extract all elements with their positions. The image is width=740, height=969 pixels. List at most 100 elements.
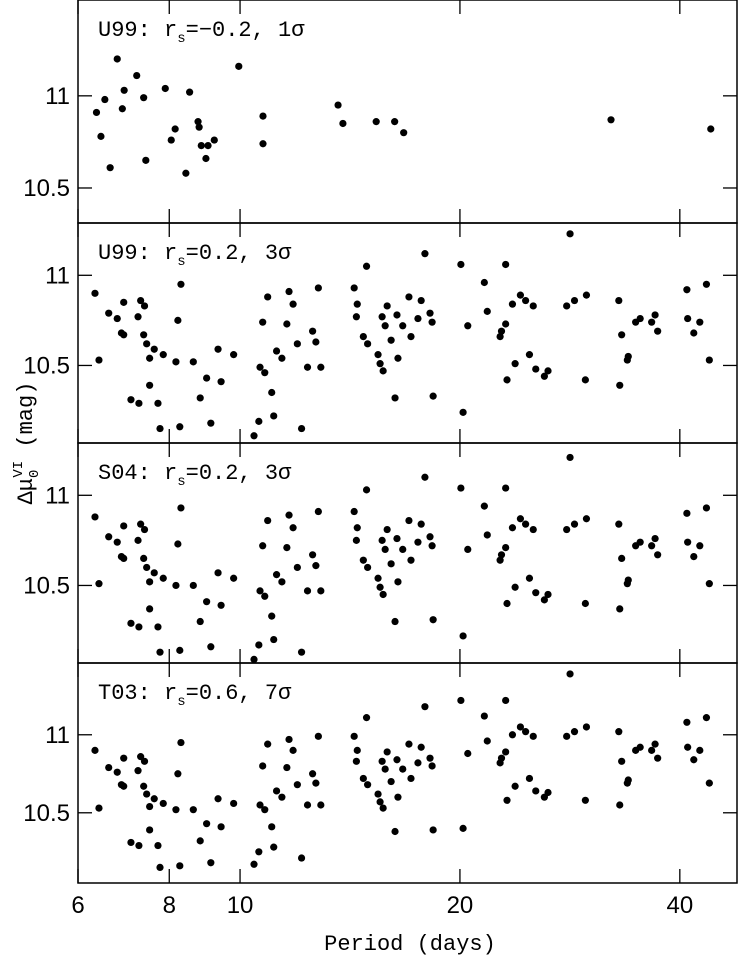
point (362, 262, 371, 270)
point (353, 300, 361, 308)
point (387, 777, 395, 786)
point (196, 617, 204, 626)
point (353, 746, 361, 754)
point (167, 136, 175, 144)
point (378, 536, 386, 544)
point (459, 632, 467, 640)
point (516, 723, 525, 731)
point (503, 599, 511, 608)
annotation-sub: s (177, 254, 185, 270)
y-tick-label: 11 (45, 83, 70, 110)
point (503, 376, 511, 384)
point (508, 524, 517, 532)
point (570, 296, 579, 305)
point (283, 320, 291, 328)
point (339, 119, 347, 128)
point (544, 590, 552, 599)
point (399, 765, 407, 773)
point (391, 617, 399, 626)
point (210, 136, 218, 144)
point (312, 562, 320, 570)
point (120, 554, 128, 563)
point (91, 289, 99, 297)
point (156, 424, 164, 433)
point (105, 309, 113, 317)
point (207, 419, 215, 427)
point (378, 757, 386, 765)
point (379, 590, 387, 599)
point (186, 88, 194, 96)
point (159, 799, 167, 808)
point (570, 520, 579, 528)
point (268, 823, 276, 831)
point (350, 507, 358, 516)
point (480, 278, 488, 287)
point (352, 536, 360, 544)
point (154, 623, 162, 631)
annotation-part: =0.2, 3σ (186, 241, 292, 266)
point (137, 296, 145, 305)
point (261, 806, 269, 814)
point (113, 768, 121, 776)
point (407, 333, 415, 341)
point (566, 670, 574, 678)
point (383, 525, 391, 534)
point (314, 732, 322, 740)
point (172, 581, 180, 590)
point (651, 740, 659, 748)
point (566, 453, 574, 462)
point (142, 156, 150, 164)
point (120, 754, 128, 762)
point (217, 823, 225, 831)
point (270, 412, 278, 420)
point (127, 396, 135, 404)
point (134, 313, 142, 321)
point (317, 587, 325, 595)
point (684, 743, 692, 751)
point (230, 351, 238, 359)
point (391, 394, 399, 402)
point (532, 787, 540, 795)
annotation-sub: s (177, 474, 185, 490)
x-tick-label: 8 (163, 892, 176, 919)
point (483, 737, 491, 745)
point (696, 746, 704, 754)
point (563, 525, 571, 534)
x-tick-label: 20 (447, 892, 474, 919)
point (359, 333, 367, 341)
point (529, 302, 537, 310)
point (203, 820, 211, 828)
point (250, 860, 258, 868)
point (235, 62, 243, 70)
point (105, 533, 113, 541)
point (636, 743, 644, 751)
point (309, 770, 317, 778)
point (525, 351, 534, 359)
annotation-part: U99: r (98, 241, 177, 266)
point (570, 728, 579, 736)
annotation-sub: s (177, 31, 185, 47)
point (381, 765, 389, 773)
point (314, 284, 322, 292)
y-tick-label: 11 (45, 482, 70, 509)
point (393, 756, 401, 764)
point (480, 502, 488, 510)
point (120, 331, 128, 339)
point (174, 540, 182, 548)
point (250, 432, 258, 440)
point (97, 132, 105, 140)
point (414, 759, 422, 767)
point (483, 307, 491, 315)
point (497, 327, 506, 335)
point (563, 302, 571, 310)
point (374, 790, 382, 798)
point (217, 601, 225, 609)
point (309, 551, 317, 559)
point (278, 578, 286, 586)
point (414, 314, 422, 323)
point (457, 484, 465, 492)
point (457, 696, 465, 705)
point (120, 782, 128, 790)
point (705, 356, 713, 364)
